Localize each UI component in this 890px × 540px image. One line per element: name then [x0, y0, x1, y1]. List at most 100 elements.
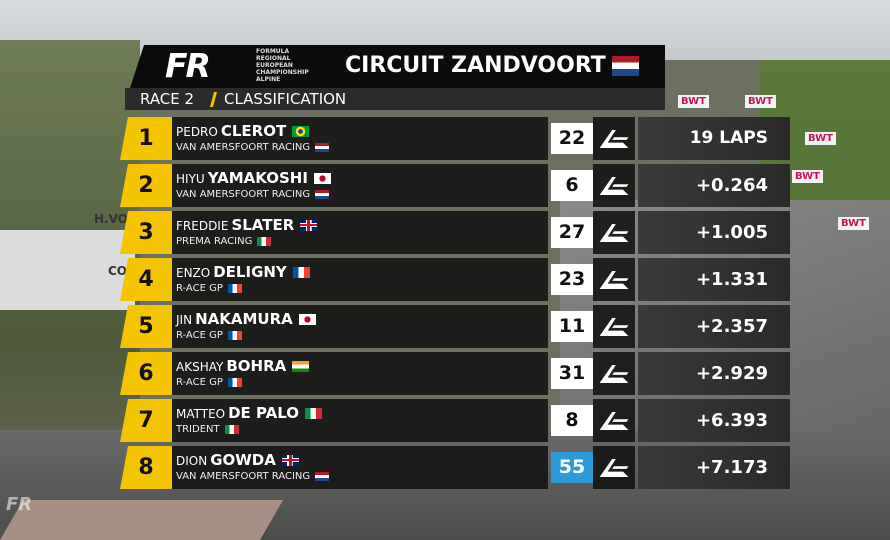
flag	[281, 455, 299, 466]
driver: HIYU YAMAKOSHI	[176, 168, 331, 187]
kerb	[0, 500, 284, 540]
car-number: 27	[551, 217, 593, 248]
flag	[257, 236, 272, 246]
truck-text: CO	[108, 264, 128, 278]
alpine-icon	[596, 175, 632, 197]
flag	[315, 142, 330, 152]
first-name: FREDDIE	[176, 219, 229, 233]
team: TRIDENT	[176, 424, 220, 435]
flag	[315, 471, 330, 481]
row: 5 JIN NAKAMURA R-ACE GP 11 +2.357	[120, 305, 790, 348]
team: R-ACE GP	[176, 283, 223, 294]
team-line: R-ACE GP	[176, 330, 242, 341]
last-name: DELIGNY	[213, 263, 287, 281]
gap: 19 LAPS	[638, 117, 790, 160]
team-line: R-ACE GP	[176, 377, 242, 388]
team-line: VAN AMERSFOORT RACING	[176, 142, 330, 153]
flag	[300, 220, 318, 231]
gap: +0.264	[638, 164, 790, 207]
row: 6 AKSHAY BOHRA R-ACE GP 31 +2.929	[120, 352, 790, 395]
first-name: PEDRO	[176, 125, 218, 139]
name-box: JIN NAKAMURA R-ACE GP	[172, 305, 548, 348]
sign: BWT	[792, 170, 823, 183]
car-number: 8	[551, 405, 593, 436]
team: VAN AMERSFOORT RACING	[176, 142, 311, 153]
position: 6	[120, 352, 172, 395]
gap: +1.331	[638, 258, 790, 301]
alpine-icon	[596, 363, 632, 385]
row: 3 FREDDIE SLATER PREMA RACING 27 +1.005	[120, 211, 790, 254]
alpine-logo	[593, 258, 635, 301]
car-number: 6	[551, 170, 593, 201]
alpine-logo	[593, 446, 635, 489]
first-name: ENZO	[176, 266, 211, 280]
team: R-ACE GP	[176, 377, 223, 388]
logo-line: CHAMPIONSHIP	[256, 69, 309, 76]
last-name: YAMAKOSHI	[207, 169, 308, 187]
flag	[292, 267, 310, 278]
team: VAN AMERSFOORT RACING	[176, 189, 311, 200]
car-number: 23	[551, 264, 593, 295]
gap: +2.929	[638, 352, 790, 395]
last-name: DE PALO	[228, 404, 300, 422]
row: 8 DION GOWDA VAN AMERSFOORT RACING 55 +7.173	[120, 446, 790, 489]
position: 8	[120, 446, 172, 489]
flag	[305, 408, 323, 419]
truck-text: H.VO	[94, 212, 128, 226]
position: 2	[120, 164, 172, 207]
flag	[315, 189, 330, 199]
flag	[227, 283, 242, 293]
team-line: R-ACE GP	[176, 283, 242, 294]
team-line: TRIDENT	[176, 424, 239, 435]
team: R-ACE GP	[176, 330, 223, 341]
flag	[227, 377, 242, 387]
team: VAN AMERSFOORT RACING	[176, 471, 311, 482]
car-number: 22	[551, 123, 593, 154]
logo-line: EUROPEAN	[256, 62, 293, 69]
team-line: VAN AMERSFOORT RACING	[176, 471, 330, 482]
name-box: MATTEO DE PALO TRIDENT	[172, 399, 548, 442]
logo-line: FORMULA	[256, 48, 290, 55]
header-bar	[130, 45, 665, 88]
name-box: PEDRO CLEROT VAN AMERSFOORT RACING	[172, 117, 548, 160]
first-name: AKSHAY	[176, 360, 224, 374]
first-name: MATTEO	[176, 407, 226, 421]
last-name: NAKAMURA	[195, 310, 293, 328]
alpine-icon	[596, 410, 632, 432]
alpine-logo	[593, 352, 635, 395]
driver: MATTEO DE PALO	[176, 403, 323, 422]
sign: BWT	[838, 217, 869, 230]
team: PREMA RACING	[176, 236, 253, 247]
row: 7 MATTEO DE PALO TRIDENT 8 +6.393	[120, 399, 790, 442]
gap: +2.357	[638, 305, 790, 348]
alpine-icon	[596, 269, 632, 291]
position: 3	[120, 211, 172, 254]
driver: AKSHAY BOHRA	[176, 356, 310, 375]
first-name: DION	[176, 454, 208, 468]
watermark: FR	[6, 494, 33, 515]
last-name: SLATER	[231, 216, 295, 234]
alpine-icon	[596, 316, 632, 338]
logo: FR	[165, 46, 211, 85]
alpine-logo	[593, 117, 635, 160]
alpine-logo	[593, 399, 635, 442]
name-box: DION GOWDA VAN AMERSFOORT RACING	[172, 446, 548, 489]
name-box: ENZO DELIGNY R-ACE GP	[172, 258, 548, 301]
gap: +1.005	[638, 211, 790, 254]
alpine-icon	[596, 457, 632, 479]
position: 5	[120, 305, 172, 348]
sign: BWT	[678, 95, 709, 108]
last-name: GOWDA	[210, 451, 276, 469]
car-number: 31	[551, 358, 593, 389]
alpine-logo	[593, 211, 635, 254]
session: RACE 2	[140, 90, 195, 108]
first-name: JIN	[176, 313, 193, 327]
gap: +6.393	[638, 399, 790, 442]
row: 4 ENZO DELIGNY R-ACE GP 23 +1.331	[120, 258, 790, 301]
flag	[224, 424, 239, 434]
car-number: 11	[551, 311, 593, 342]
logo-line: REGIONAL	[256, 55, 291, 62]
driver: PEDRO CLEROT	[176, 121, 310, 140]
name-box: FREDDIE SLATER PREMA RACING	[172, 211, 548, 254]
